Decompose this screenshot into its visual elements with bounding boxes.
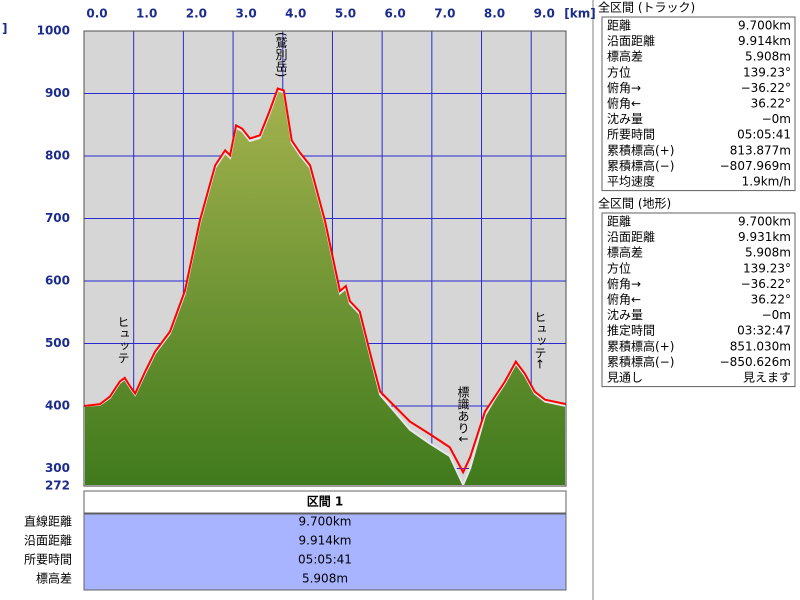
summary-panels: 全区間 (トラック) 距離 9.700km 沿面距離 9.914km 標高差 5.908m 方…	[598, 0, 796, 388]
panel-label: 方位	[607, 260, 631, 275]
y-tick-label: 1000	[37, 24, 70, 38]
panel-label: 所要時間	[607, 128, 655, 142]
x-tick-label: 4.0	[285, 7, 306, 21]
panel-value: 36.22°	[751, 97, 791, 111]
panel-value: −0m	[762, 308, 791, 322]
panel-box	[601, 16, 796, 192]
panel-label: 沈み量	[607, 111, 643, 126]
y-unit: ]	[2, 22, 7, 36]
x-unit: [km]	[564, 7, 595, 21]
y-tick-label: 500	[45, 336, 70, 350]
panel-label: 俯角→	[607, 80, 641, 95]
panel-value: 851.030m	[730, 339, 791, 353]
panel-label: 沿面距離	[607, 230, 655, 244]
row-value: 5.908m	[302, 572, 348, 586]
panel-value: 139.23°	[743, 65, 791, 79]
x-tick-label: 6.0	[385, 7, 406, 21]
panel-value: −807.969m	[720, 159, 791, 173]
panel-label: 沈み量	[607, 307, 643, 322]
panel-value: 1.9km/h	[742, 175, 791, 189]
panel-label: 累積標高(−)	[607, 158, 674, 173]
panel-label: 俯角←	[607, 96, 641, 111]
panel-title: 全区間 (トラック)	[598, 0, 695, 15]
x-tick-label: 0.0	[86, 7, 107, 21]
x-tick-label: 2.0	[186, 7, 207, 21]
x-tick-label: 9.0	[534, 7, 555, 21]
panel-label: 見通し	[607, 371, 643, 385]
panel-label: 累積標高(+)	[607, 338, 674, 353]
panel-label: 累積標高(+)	[607, 142, 674, 157]
y-tick-label: 400	[45, 399, 70, 413]
annotation: ヒュッテ	[116, 316, 130, 364]
annotation: (鷲別岳)	[274, 32, 288, 77]
panel-box	[601, 212, 796, 388]
row-label: 標高差	[36, 571, 72, 586]
y-tick-label: 272	[45, 479, 70, 493]
panel-label: 平均速度	[607, 174, 655, 189]
row-value: 9.700km	[299, 515, 352, 529]
annotation: 標識あり↓	[456, 386, 470, 445]
panel-label: 標高差	[607, 245, 643, 260]
y-tick-label: 600	[45, 274, 70, 288]
section-values-box	[83, 513, 567, 591]
x-tick-label: 5.0	[335, 7, 356, 21]
x-tick-label: 1.0	[136, 7, 157, 21]
y-tick-label: 900	[45, 86, 70, 100]
panel-label: 標高差	[607, 49, 643, 64]
panel-value: −36.22°	[741, 277, 791, 291]
panel-value: 9.700km	[738, 19, 791, 33]
panel-label: 距離	[607, 19, 631, 33]
plot-frame	[83, 30, 567, 487]
panel-label: 推定時間	[607, 323, 655, 338]
y-tick-label: 300	[45, 461, 70, 475]
panel-label: 距離	[607, 215, 631, 229]
panel-value: 36.22°	[751, 293, 791, 307]
panel-value: 9.914km	[738, 34, 791, 48]
y-tick-label: 800	[45, 149, 70, 163]
panel-title: 全区間 (地形)	[598, 196, 671, 211]
panel-value: −36.22°	[741, 81, 791, 95]
panel-value: 139.23°	[743, 261, 791, 275]
section-title: 区間 1	[307, 495, 344, 509]
panel-label: 俯角→	[607, 276, 641, 291]
y-tick-label: 700	[45, 211, 70, 225]
row-label: 直線距離	[24, 514, 72, 529]
row-label: 沿面距離	[24, 534, 72, 548]
annotation: ヒュッテ←	[533, 311, 547, 369]
x-tick-label: 3.0	[235, 7, 256, 21]
plot	[83, 30, 567, 488]
panel-label: 累積標高(−)	[607, 354, 674, 369]
panel-label: 沿面距離	[607, 34, 655, 48]
row-value: 9.914km	[299, 534, 352, 548]
panel-value: −850.626m	[720, 355, 791, 369]
panel-value: −0m	[762, 112, 791, 126]
panel-value: 5.908m	[745, 50, 791, 64]
row-value: 05:05:41	[298, 553, 352, 567]
section-table: 区間 1 直線距離 9.700km 沿面距離 9.914km 所要時間 05:05:41 標高…	[24, 490, 567, 591]
panel-value: 03:32:47	[737, 324, 791, 338]
track-line	[83, 87, 567, 475]
x-tick-label: 7.0	[434, 7, 455, 21]
section-header-box	[83, 490, 567, 514]
panel-value: 813.877m	[730, 143, 791, 157]
panel-label: 方位	[607, 64, 631, 79]
panel-value: 05:05:41	[737, 128, 791, 142]
panel-value: 9.931km	[738, 230, 791, 244]
x-tick-label: 8.0	[484, 7, 505, 21]
panel-label: 俯角←	[607, 292, 641, 307]
panel-value: 5.908m	[745, 246, 791, 260]
row-label: 所要時間	[24, 553, 72, 567]
panel-value: 見えます	[743, 371, 791, 385]
panel-value: 9.700km	[738, 215, 791, 229]
